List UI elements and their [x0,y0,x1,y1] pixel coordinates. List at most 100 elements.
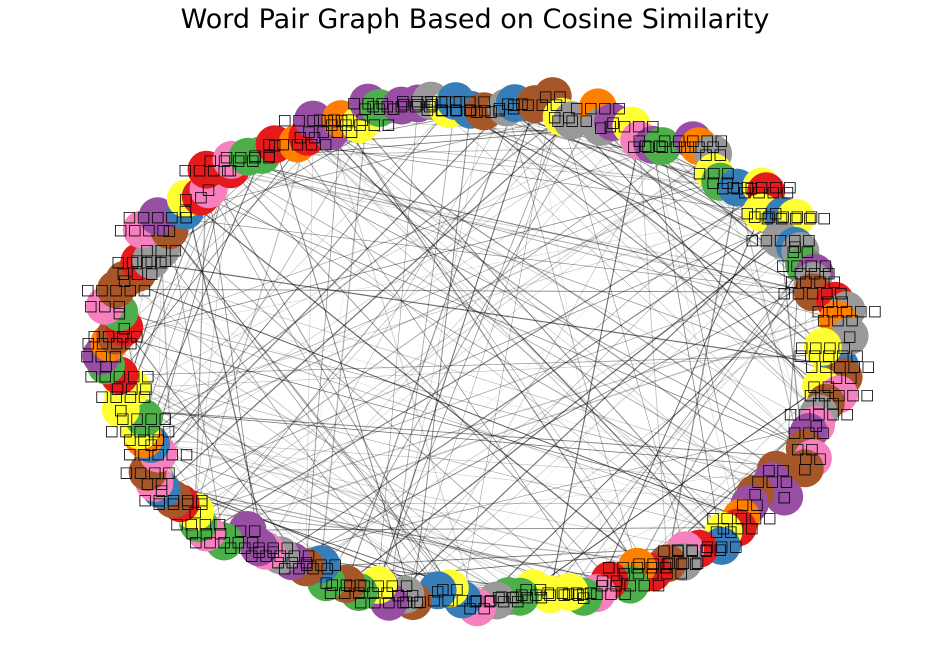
edge [115,212,762,336]
node-label: □□□□□ [657,131,728,149]
edge [208,189,260,548]
edge [430,100,805,266]
node-label: □□ [595,571,623,589]
edge [137,272,776,470]
node-label: □□□□ [541,583,598,601]
node-label: □□□□□ [366,97,437,115]
edge [230,169,722,547]
edge [666,187,738,564]
node-label: □□□ [716,519,759,537]
edge [280,424,817,556]
edge [104,305,742,518]
node-label: □□ [812,394,840,412]
node-label: □□□□□ [745,231,816,249]
node-label: □□ [140,474,168,492]
edge [143,438,638,568]
node-label: □□□□ [569,98,626,116]
edge [161,119,573,491]
edge [297,143,796,219]
node-label: □□□□□ [783,404,854,422]
node-label: □□□□ [219,148,276,166]
edge [143,438,773,482]
node-label: □□□□ [203,151,260,169]
node-label: □□□□ [794,338,851,356]
node-label: □□□ [740,204,783,222]
edge [305,119,314,568]
edge [326,107,598,583]
edge [247,145,663,158]
node-label: □□□ [551,111,594,129]
node-label: □□□□□ [803,385,874,403]
edge [119,136,308,376]
node-label: □□ [494,587,522,605]
node-label: □□□□ [116,409,173,427]
node [765,477,804,516]
node-label: □□□□□ [420,92,491,110]
node-label: □□□□□ [353,593,424,611]
edge [124,279,742,519]
node-label: □ [201,180,215,198]
node-label: □ [188,503,202,521]
edge [320,102,369,565]
edge [194,169,231,512]
node-label: □□□□ [785,272,842,290]
edge [205,95,554,533]
edge [274,143,738,188]
edge [180,139,694,504]
node-label: □ [99,356,113,374]
node-label: □□□ [662,553,705,571]
edge [119,311,773,482]
node [803,327,842,366]
edge [206,190,767,533]
node-label: □□ [709,522,737,540]
edge [549,139,640,595]
edge [231,159,844,378]
node-label: □□ [807,377,835,395]
node-label: □□□□ [302,122,359,140]
edge [297,143,817,426]
node-label: □ [788,237,802,255]
node-label: □□□ [84,297,127,315]
edge [377,116,563,586]
edge [231,159,838,320]
edge [120,212,762,410]
node-label: □ [843,327,857,345]
edge [329,130,756,494]
node-label: □ [748,485,762,503]
node-label: □□ [548,108,576,126]
edge [305,545,722,568]
edge [320,181,721,565]
node-label: □ [117,318,131,336]
edge [377,103,419,585]
edge [549,264,805,595]
edge [345,102,516,585]
node-label: □ [117,271,131,289]
edge [197,153,714,524]
edge [305,119,342,568]
node-label: □□□□ [492,588,549,606]
edge [157,108,449,454]
node-label: □□□ [130,251,173,269]
node-label: □□ [391,586,419,604]
edge [115,288,813,293]
edge [109,342,438,591]
node-label: □□□□□ [189,533,260,551]
node-label: □□□ [751,472,794,490]
labels-layer: □□□□□□□□□□□□□□□□□□□□□□□□□□□□□□□□□□□□□□□□… [80,87,882,616]
edge [519,291,813,598]
edge [157,107,598,217]
node-label: □□ [463,598,491,616]
edge [115,145,663,336]
edge [561,116,686,551]
node-label: □□□□□ [760,209,831,227]
edge [105,365,551,595]
edge [437,217,796,591]
edge [305,245,796,568]
node-label: □□□□□ [323,583,394,601]
nodes-layer [82,77,869,627]
node-label: □□□□ [657,541,714,559]
node-label: □□□□□ [793,346,864,364]
edge [105,364,509,597]
node-label: □□□□□ [515,585,586,603]
edge [157,215,584,598]
